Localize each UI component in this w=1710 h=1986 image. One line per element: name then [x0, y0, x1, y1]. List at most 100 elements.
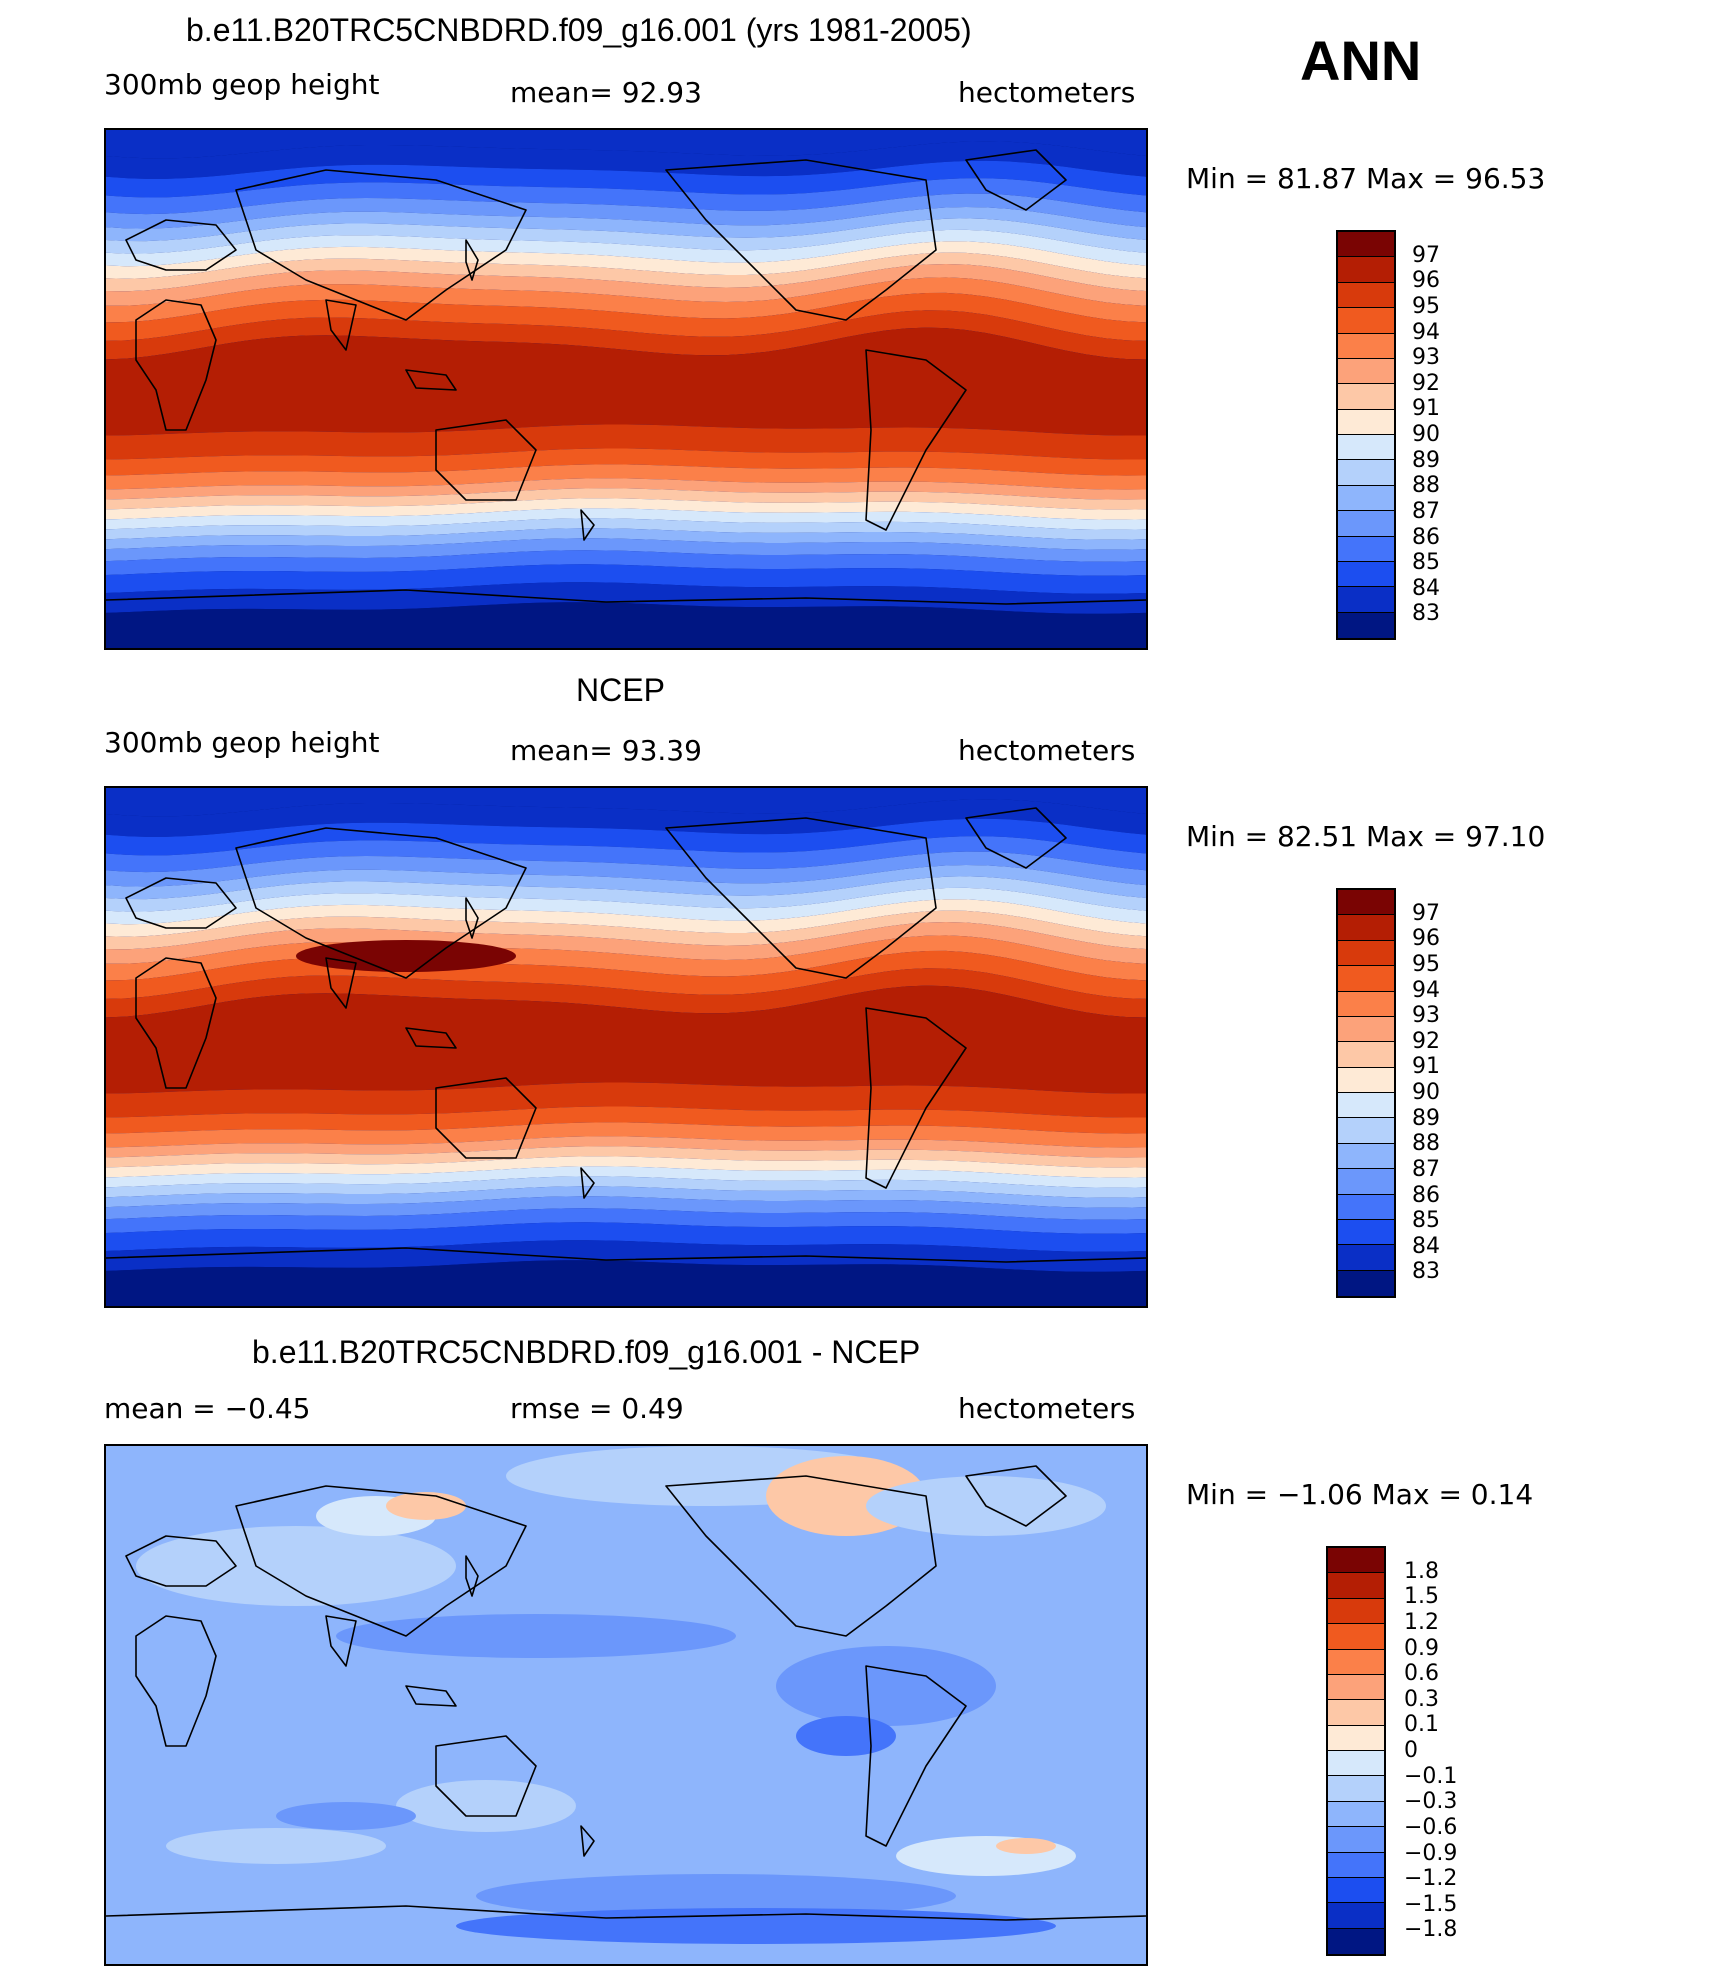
- colorbar-tick-label: 89: [1412, 447, 1440, 473]
- colorbar-tick-label: −1.2: [1404, 1866, 1458, 1892]
- colorbar-swatch: [1338, 1219, 1394, 1246]
- coastline: [325, 299, 357, 351]
- panel-1-units-label: hectometers: [958, 76, 1136, 109]
- contour-patch: [796, 1716, 896, 1756]
- coastline: [965, 1465, 1067, 1527]
- colorbar-tick-label: −0.3: [1404, 1789, 1458, 1815]
- coastline: [865, 349, 967, 531]
- contour-patch: [136, 1526, 456, 1606]
- panel-2-contour-bands: [106, 788, 1146, 1306]
- coastline: [465, 239, 479, 281]
- colorbar-swatch: [1328, 1649, 1384, 1675]
- colorbar-tick-label: −0.9: [1404, 1840, 1458, 1866]
- panel-1-left-label: 300mb geop height: [104, 68, 380, 101]
- panel-1-contour-bands: [106, 130, 1146, 648]
- coastline: [665, 817, 937, 979]
- coastline: [106, 589, 1146, 605]
- colorbar-swatch: [1328, 1598, 1384, 1625]
- contour-patch: [776, 1646, 996, 1726]
- contour-band: [106, 1146, 1146, 1168]
- contour-band: [106, 178, 1146, 215]
- colorbar-swatch: [1338, 333, 1394, 359]
- colorbar-swatch: [1338, 940, 1394, 967]
- contour-band: [106, 1166, 1146, 1188]
- coastline: [665, 159, 937, 321]
- colorbar-swatch: [1338, 511, 1394, 537]
- colorbar-tick-label: 83: [1412, 1259, 1440, 1285]
- panel-3-map: [104, 1444, 1148, 1966]
- colorbar-swatch: [1328, 1903, 1384, 1929]
- colorbar-tick-label: 91: [1412, 396, 1440, 422]
- colorbar-tick-label: 0: [1404, 1738, 1418, 1763]
- contour-band: [106, 538, 1146, 562]
- panel-2-map: [104, 786, 1148, 1308]
- colorbar-tick-label: 84: [1412, 575, 1440, 601]
- contour-band: [106, 528, 1146, 550]
- colorbar-tick-label: −0.1: [1404, 1763, 1458, 1789]
- contour-band: [106, 1196, 1146, 1220]
- contour-band: [106, 985, 1146, 1094]
- colorbar-swatch: [1328, 1700, 1384, 1726]
- colorbar-tick-label: 0.6: [1404, 1661, 1439, 1687]
- coastline: [235, 1485, 527, 1637]
- colorbar-tick-label: 85: [1412, 1208, 1440, 1234]
- contour-band: [106, 518, 1146, 540]
- contour-patch: [396, 1780, 576, 1832]
- colorbar-swatch: [1338, 460, 1394, 486]
- colorbar-tick-label: 88: [1412, 1131, 1440, 1157]
- contour-band: [106, 252, 1146, 292]
- coastline: [125, 219, 237, 271]
- colorbar-swatch: [1328, 1674, 1384, 1701]
- contour-band: [106, 799, 1146, 837]
- contour-band: [106, 968, 1146, 1018]
- season-label: ANN: [1300, 29, 1422, 92]
- colorbar-tick-label: 85: [1412, 550, 1440, 576]
- colorbar-swatch: [1328, 1928, 1384, 1954]
- colorbar-tick-label: 96: [1412, 268, 1440, 294]
- colorbar-swatch: [1338, 612, 1394, 638]
- contour-band: [106, 263, 1146, 306]
- contour-band: [106, 464, 1146, 490]
- contour-band: [106, 1222, 1146, 1252]
- colorbar-swatch: [1328, 1548, 1384, 1574]
- coastline: [125, 877, 237, 929]
- contour-band: [106, 277, 1146, 323]
- panel-1-map: [104, 128, 1148, 650]
- panel-2-title: NCEP: [576, 672, 665, 708]
- panel-2-colorbar: [1336, 888, 1396, 1298]
- contour-band: [106, 160, 1146, 198]
- contour-band: [106, 508, 1146, 530]
- panel-2-coastlines: [106, 807, 1146, 1263]
- colorbar-tick-label: 87: [1412, 498, 1440, 524]
- colorbar-swatch: [1328, 1624, 1384, 1650]
- colorbar-tick-label: 0.9: [1404, 1635, 1439, 1661]
- panel-3-contour-bands: [106, 1446, 1146, 1964]
- contour-band: [106, 1208, 1146, 1234]
- coastline: [965, 807, 1067, 869]
- colorbar-swatch: [1338, 1169, 1394, 1195]
- colorbar-tick-label: −0.6: [1404, 1814, 1458, 1840]
- colorbar-tick-label: 97: [1412, 242, 1440, 268]
- contour-band: [106, 851, 1146, 887]
- colorbar-swatch: [1338, 1270, 1394, 1296]
- contour-band: [106, 1260, 1146, 1306]
- panel-3-minmax: Min = −1.06 Max = 0.14: [1186, 1478, 1534, 1511]
- panel-2-minmax: Min = 82.51 Max = 97.10: [1186, 820, 1546, 853]
- colorbar-swatch: [1338, 1118, 1394, 1144]
- contour-band: [106, 818, 1146, 856]
- coastline: [235, 827, 527, 979]
- contour-band: [106, 921, 1146, 964]
- colorbar-tick-label: 92: [1412, 370, 1440, 396]
- colorbar-swatch: [1338, 232, 1394, 258]
- colorbar-swatch: [1338, 282, 1394, 309]
- colorbar-swatch: [1328, 1573, 1384, 1599]
- contour-band: [106, 1122, 1146, 1148]
- colorbar-tick-label: 93: [1412, 345, 1440, 371]
- coastline: [405, 369, 457, 391]
- colorbar-tick-label: 1.8: [1404, 1558, 1439, 1584]
- coastline: [465, 897, 479, 939]
- panel-3-coastlines: [106, 1465, 1146, 1921]
- panel-2-left-label: 300mb geop height: [104, 726, 380, 759]
- coastline: [405, 1027, 457, 1049]
- contour-band: [106, 910, 1146, 950]
